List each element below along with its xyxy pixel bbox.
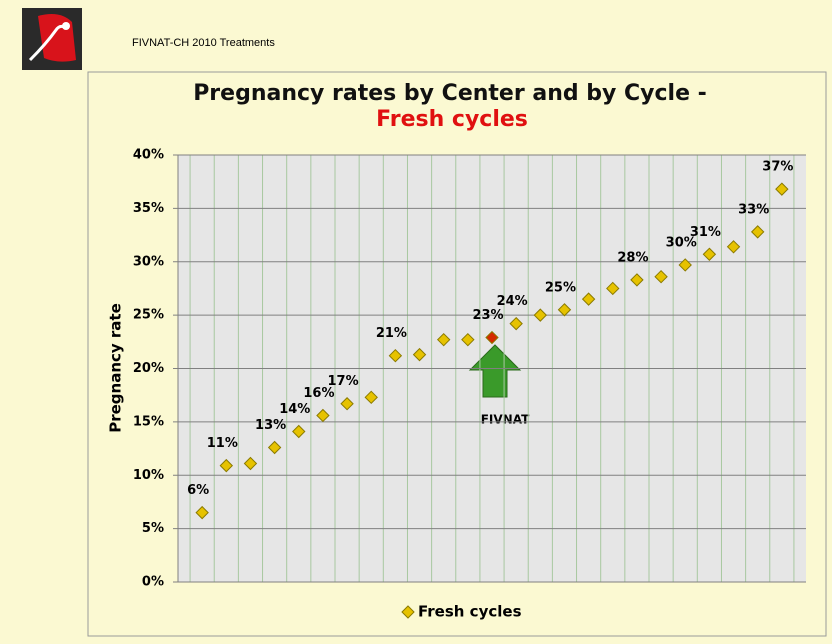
legend-label: Fresh cycles xyxy=(418,603,522,621)
point xyxy=(630,273,644,287)
y-tick-label: 25% xyxy=(133,308,164,323)
point xyxy=(533,308,548,322)
point xyxy=(557,303,572,317)
y-tick-label: 35% xyxy=(133,201,164,216)
point xyxy=(678,258,692,272)
data-label: 11% xyxy=(207,436,238,451)
data-label: 14% xyxy=(279,402,310,417)
header: FIVNAT-CH 2010 Treatments xyxy=(132,37,275,49)
point xyxy=(316,408,330,423)
y-tick-label: 0% xyxy=(142,575,164,590)
data-label: 31% xyxy=(690,225,721,240)
data-label: 33% xyxy=(738,202,769,217)
data-label: 16% xyxy=(303,386,334,401)
annotation-arrow xyxy=(468,344,522,398)
point xyxy=(775,182,789,196)
data-label: 21% xyxy=(376,326,407,341)
y-axis-label: Pregnancy rate xyxy=(107,303,125,433)
y-tick-label: 20% xyxy=(133,361,164,376)
y-tick-label: 10% xyxy=(133,468,164,483)
logo-dot xyxy=(62,22,70,30)
point xyxy=(436,332,451,347)
point xyxy=(340,397,354,411)
point xyxy=(750,225,765,239)
point xyxy=(195,505,209,520)
data-label: 25% xyxy=(545,280,576,295)
data-label: 23% xyxy=(472,308,503,323)
data-label: 30% xyxy=(666,235,697,250)
y-tick-label: 30% xyxy=(133,254,164,269)
y-tick-label: 40% xyxy=(133,148,164,163)
point xyxy=(702,247,717,261)
point xyxy=(654,269,668,284)
point xyxy=(219,458,234,473)
point xyxy=(581,292,596,306)
point xyxy=(509,316,523,331)
point xyxy=(292,424,306,439)
point xyxy=(388,348,403,363)
data-label: 37% xyxy=(762,160,793,175)
data-label: 28% xyxy=(617,250,648,265)
point xyxy=(243,456,258,471)
point xyxy=(461,332,475,347)
chart-subtitle: Fresh cycles xyxy=(376,107,528,132)
legend-marker xyxy=(401,605,415,619)
point xyxy=(726,240,741,254)
point xyxy=(606,281,620,296)
data-label: 6% xyxy=(187,483,209,498)
point xyxy=(364,390,378,405)
data-label: 24% xyxy=(497,294,528,309)
data-label: 13% xyxy=(255,418,286,433)
y-tick-label: 5% xyxy=(142,521,164,536)
annotation: FIVNAT xyxy=(481,413,530,427)
chart-title: Pregnancy rates by Center and by Cycle - xyxy=(193,81,707,106)
y-tick-label: 15% xyxy=(133,414,164,429)
logo-shape xyxy=(38,14,76,62)
point xyxy=(412,347,427,362)
point xyxy=(485,330,499,345)
logo xyxy=(22,8,82,70)
point xyxy=(267,440,282,455)
data-label: 17% xyxy=(328,374,359,389)
